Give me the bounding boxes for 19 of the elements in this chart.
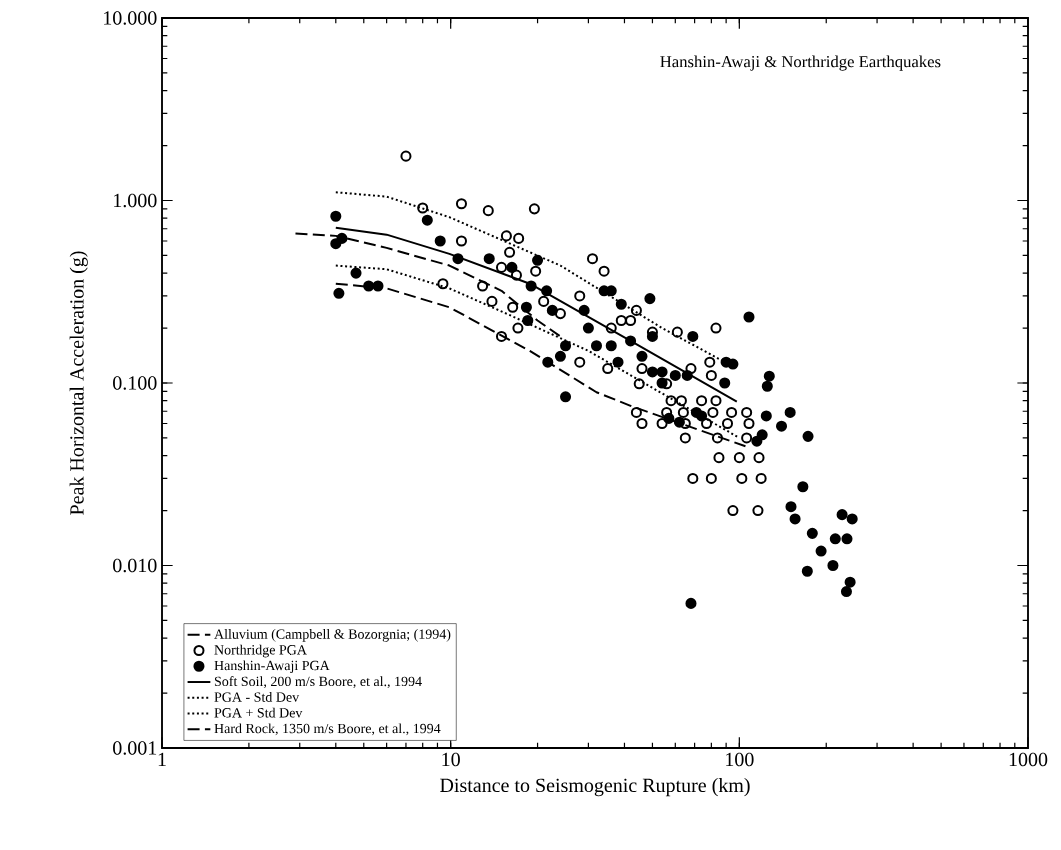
y-tick-label: 0.010 [113, 558, 157, 573]
legend-label: PGA - Std Dev [214, 691, 300, 702]
y-tick-label: 1.000 [114, 193, 157, 208]
legend-label: Hanshin-Awaji PGA [214, 660, 330, 674]
y-tick-label: 0.001 [113, 741, 157, 755]
x-tick-label: 1000 [1009, 752, 1048, 767]
x-tick-label: 100 [726, 752, 754, 767]
legend-label: Alluvium (Campbell & Bozorgnia; (1994) [214, 628, 451, 642]
legend-label: Soft Soil, 200 m/s Boore, et al., 1994 [214, 676, 422, 689]
legend-label: PGA + Std Dev [214, 707, 303, 718]
y-axis-title: Peak Horizontal Acceleration (g) [69, 251, 88, 515]
y-tick-label: 0.100 [113, 376, 157, 390]
legend-label: Hard Rock, 1350 m/s Boore, et al., 1994 [214, 723, 441, 736]
x-tick-label: 1 [158, 752, 166, 766]
legend-label: Northridge PGA [214, 644, 307, 658]
text: Hanshin-Awaji & Northridge Earthquakes [660, 55, 941, 71]
x-axis-title: Distance to Seismogenic Rupture (km) [440, 778, 750, 797]
y-tick-label: 10.000 [104, 11, 157, 25]
x-tick-label: 10 [442, 752, 460, 767]
